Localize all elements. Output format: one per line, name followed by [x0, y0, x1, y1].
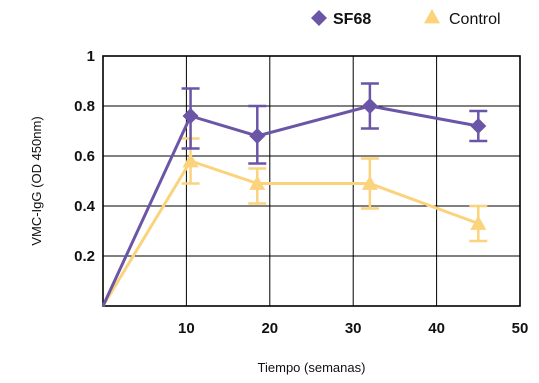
- data-point-triangle: [182, 153, 199, 168]
- data-point-triangle: [249, 175, 266, 190]
- x-tick-label: 20: [261, 320, 278, 337]
- legend-label-sf68: SF68: [333, 11, 371, 28]
- legend-marker-control-triangle: [424, 9, 440, 24]
- data-point-triangle: [361, 175, 378, 190]
- x-tick-label: 50: [512, 320, 529, 337]
- data-point-diamond: [361, 98, 378, 114]
- y-tick-label: 0.4: [74, 198, 96, 215]
- legend-label-control: Control: [449, 11, 501, 28]
- data-point-diamond: [182, 108, 199, 124]
- series-sf68: [101, 82, 488, 307]
- series-control: [101, 137, 488, 307]
- x-tick-label: 30: [345, 320, 362, 337]
- legend-marker-sf68-diamond: [311, 10, 327, 26]
- legend-item-control: Control: [424, 9, 501, 28]
- y-tick-label: 0.6: [74, 148, 95, 165]
- y-tick-label: 0.8: [74, 98, 95, 115]
- x-axis-title: Tiempo (semanas): [258, 360, 366, 375]
- x-axis-ticks: 10 20 30 40 50: [178, 320, 528, 337]
- legend-item-sf68: SF68: [311, 10, 371, 28]
- plot-area: [102, 55, 521, 307]
- legend: SF68 Control: [311, 9, 501, 28]
- y-axis-title: VMC-IgG (OD 450nm): [29, 116, 44, 245]
- y-tick-label: 1: [87, 48, 95, 65]
- x-tick-label: 10: [178, 320, 195, 337]
- x-tick-label: 40: [428, 320, 445, 337]
- y-axis-ticks: 0.2 0.4 0.6 0.8 1: [74, 48, 96, 265]
- data-point-triangle: [470, 215, 487, 230]
- y-tick-label: 0.2: [74, 248, 95, 265]
- series-layer: [101, 82, 488, 307]
- data-point-diamond: [249, 128, 266, 144]
- data-point-diamond: [470, 118, 487, 134]
